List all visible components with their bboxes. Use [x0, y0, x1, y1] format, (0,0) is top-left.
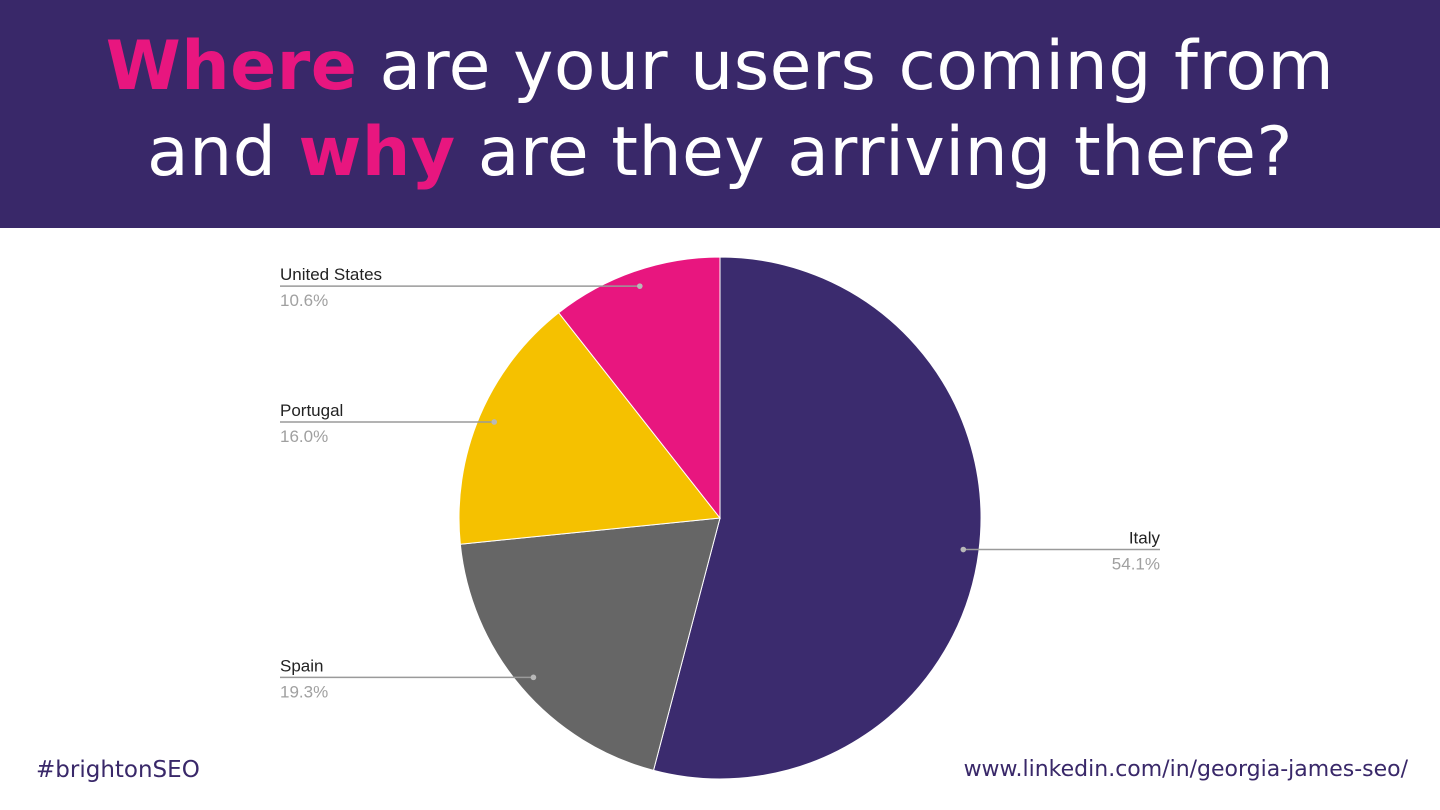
- pie-chart-panel: Italy 54.1% Spain 19.3% Portugal 16.0% United …: [250, 230, 1190, 785]
- leader-dot-portugal: [491, 419, 498, 425]
- pie-slice-italy: [652, 256, 982, 780]
- title-banner: Where are your users coming from and why …: [0, 0, 1440, 228]
- title-line1-rest: are your users coming from: [357, 27, 1335, 106]
- title-line2-start: and: [146, 113, 299, 192]
- value-label-portugal: 16.0%: [280, 427, 328, 446]
- pie-slice-portugal: [458, 312, 721, 545]
- pie-slice-spain: [459, 517, 721, 771]
- footer-linkedin-link[interactable]: www.linkedin.com/in/georgia-james-seo/: [963, 757, 1408, 782]
- footer-hashtag: #brightonSEO: [36, 757, 200, 783]
- data-label-italy: Italy: [1129, 529, 1161, 548]
- leader-dot-spain: [530, 674, 537, 681]
- title-accent-where: Where: [105, 27, 358, 106]
- data-label-spain: Spain: [280, 656, 323, 675]
- value-label-spain: 19.3%: [280, 682, 328, 701]
- pie-slice-united-states: [558, 256, 721, 520]
- slide-title: Where are your users coming from and why …: [0, 24, 1440, 196]
- title-accent-why: why: [298, 113, 456, 192]
- value-label-italy: 54.1%: [1112, 555, 1160, 574]
- leader-dot-italy: [960, 546, 967, 553]
- title-line2-rest: are they arriving there?: [455, 113, 1294, 192]
- data-label-united-states: United States: [280, 265, 382, 284]
- data-label-portugal: Portugal: [280, 401, 343, 420]
- value-label-united-states: 10.6%: [280, 291, 328, 310]
- leader-dot-united-states: [637, 283, 643, 289]
- pie-chart: Italy 54.1% Spain 19.3% Portugal 16.0% United …: [280, 256, 1161, 780]
